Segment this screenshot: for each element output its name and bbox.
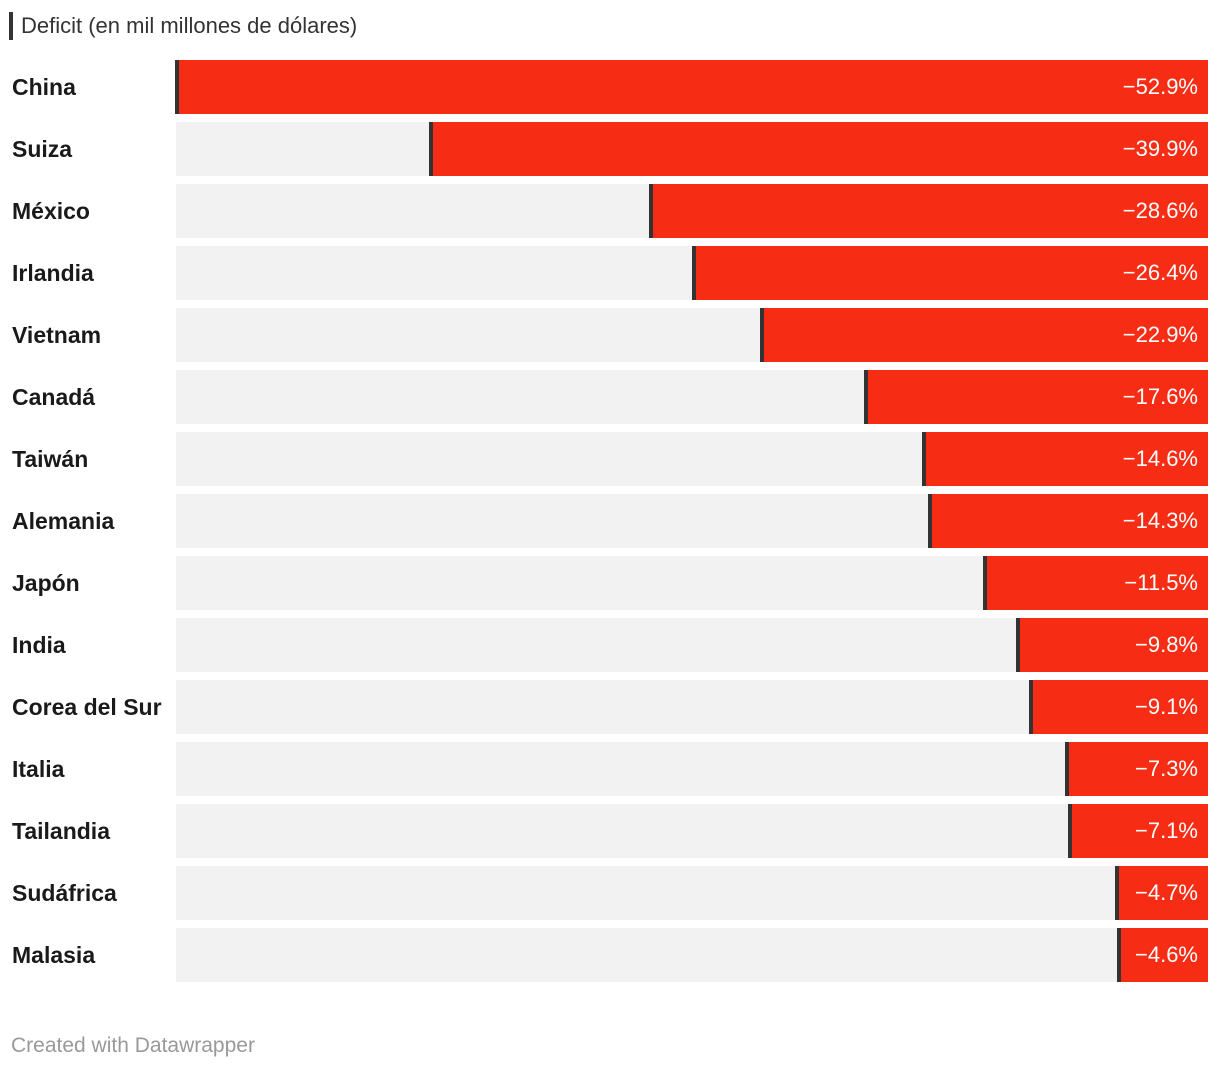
bar-row: Italia −7.3% [0,742,1220,796]
bar-row: Canadá −17.6% [0,370,1220,424]
bar-row: Taiwán −14.6% [0,432,1220,486]
bar-start-marker [983,556,987,610]
bar-start-marker [1117,928,1121,982]
bar-start-marker [649,184,653,238]
bar-start-marker [922,432,926,486]
value-label: −4.6% [1135,942,1198,967]
bar-row: Tailandia −7.1% [0,804,1220,858]
bar-row: Malasia −4.6% [0,928,1220,982]
bar [430,122,1208,176]
bar-background [176,742,1208,796]
bar [929,494,1208,548]
bar-row: Irlandia −26.4% [0,246,1220,300]
category-label: Vietnam [12,322,102,348]
bar [984,556,1208,610]
legend-label: Deficit (en mil millones de dólares) [21,13,358,38]
value-label: −7.3% [1135,756,1198,781]
value-label: −17.6% [1122,384,1198,409]
value-label: −14.6% [1122,446,1198,471]
bar-start-marker [429,122,433,176]
bar [761,308,1208,362]
category-label: Suiza [12,136,73,162]
category-label: Malasia [12,942,96,968]
bar-start-marker [864,370,868,424]
datawrapper-credit: Created with Datawrapper [11,1034,255,1057]
category-label: México [12,198,90,224]
category-label: Alemania [12,508,115,534]
category-label: Irlandia [12,260,94,286]
bar [1017,618,1208,672]
bar-row: Corea del Sur −9.1% [0,680,1220,734]
bar-background [176,928,1208,982]
bar [1030,680,1208,734]
value-label: −11.5% [1124,570,1198,595]
bar-start-marker [692,246,696,300]
value-label: −39.9% [1122,136,1198,161]
legend-swatch [9,12,13,40]
bar-start-marker [1068,804,1072,858]
bar-row: Suiza −39.9% [0,122,1220,176]
bar [176,60,1208,114]
bar-background [176,804,1208,858]
value-label: −28.6% [1122,198,1198,223]
bar [693,246,1208,300]
bar [1069,804,1208,858]
category-label: Tailandia [12,818,110,844]
bar-start-marker [1065,742,1069,796]
bar-background [176,866,1208,920]
category-label: India [12,632,66,658]
bar [650,184,1208,238]
category-label: Japón [12,570,80,596]
category-label: Italia [12,756,65,782]
bar [1116,866,1208,920]
category-label: Corea del Sur [12,694,162,720]
bar-start-marker [1115,866,1119,920]
bar-start-marker [1029,680,1033,734]
value-label: −52.9% [1122,74,1198,99]
category-label: Canadá [12,384,96,410]
bar-row: Alemania −14.3% [0,494,1220,548]
value-label: −14.3% [1122,508,1198,533]
bar-start-marker [1016,618,1020,672]
value-label: −22.9% [1122,322,1198,347]
bar [865,370,1208,424]
value-label: −7.1% [1135,818,1198,843]
bar [923,432,1208,486]
bar [1118,928,1208,982]
bar-row: Sudáfrica −4.7% [0,866,1220,920]
bar-row: México −28.6% [0,184,1220,238]
bar-start-marker [760,308,764,362]
value-label: −9.8% [1135,632,1198,657]
category-label: Sudáfrica [12,880,117,906]
bar-row: India −9.8% [0,618,1220,672]
bar-start-marker [928,494,932,548]
bar [1066,742,1208,796]
bar-row: China −52.9% [0,60,1220,114]
value-label: −9.1% [1135,694,1198,719]
bar-row: Vietnam −22.9% [0,308,1220,362]
bar-row: Japón −11.5% [0,556,1220,610]
value-label: −26.4% [1122,260,1198,285]
category-label: China [12,74,76,100]
bar-chart: China −52.9% Suiza −39.9% México −28.6% Irland… [0,60,1220,1000]
value-label: −4.7% [1135,880,1198,905]
chart-legend: Deficit (en mil millones de dólares) [9,12,357,40]
bar-start-marker [175,60,179,114]
category-label: Taiwán [12,446,89,472]
